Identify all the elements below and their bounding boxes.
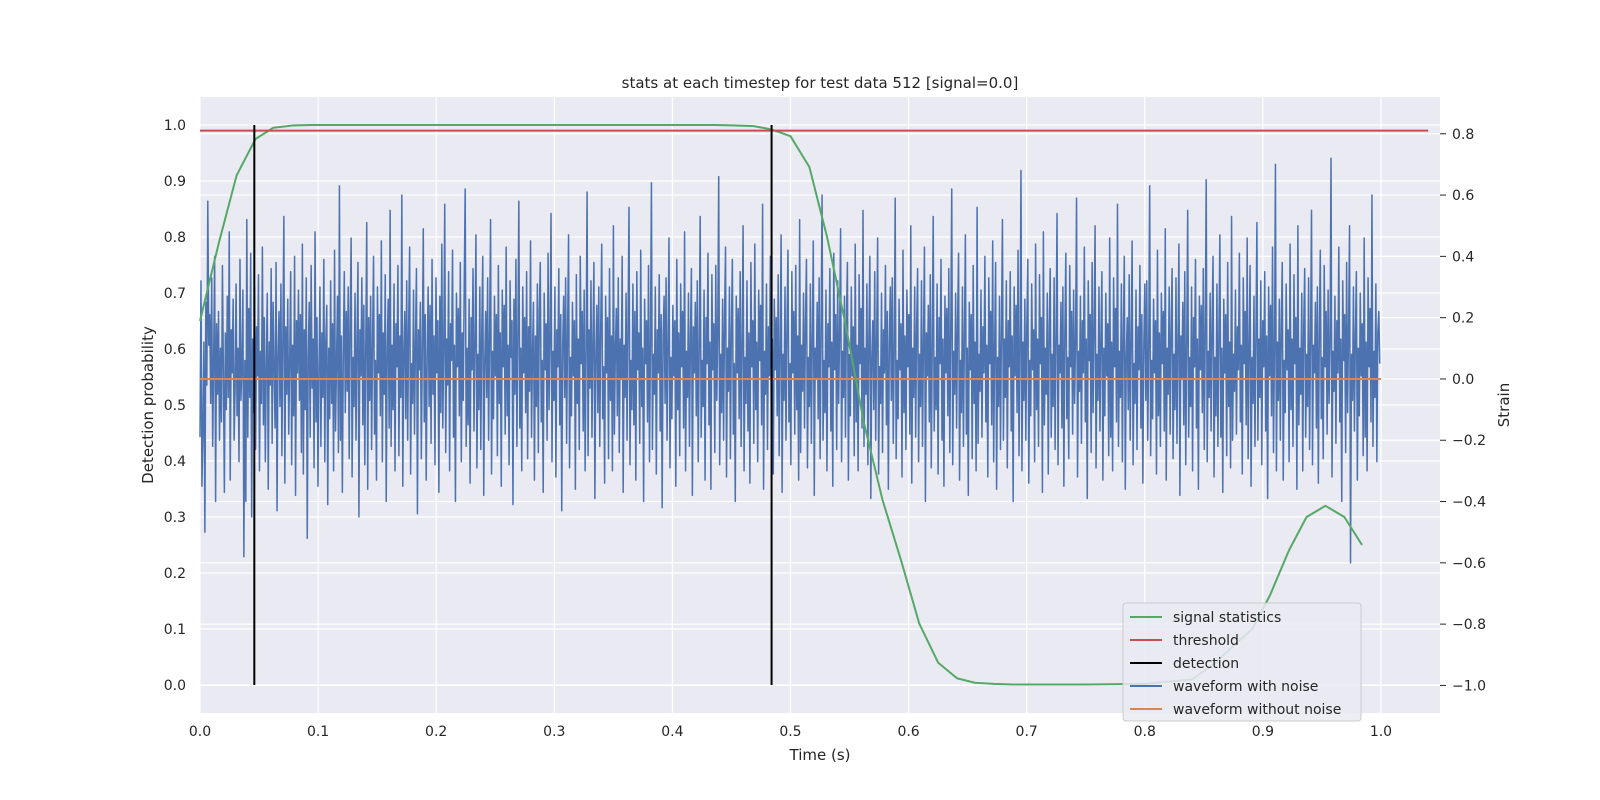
y-tick-label: 0.6 [164, 342, 186, 358]
y2-tick-label: −1.0 [1452, 678, 1486, 694]
y2-tick-label: 0.4 [1452, 249, 1474, 265]
y-tick-label: 0.8 [164, 230, 186, 246]
y-tick-label: 0.9 [164, 174, 186, 190]
legend-item-waveform-without-noise: waveform without noise [1130, 702, 1341, 718]
x-tick-label: 0.1 [307, 724, 329, 740]
x-axis-ticks: 0.0 0.1 0.2 0.3 0.4 0.5 0.6 0.7 0.8 0.9 1.0 [189, 724, 1392, 740]
y-tick-label: 0.7 [164, 286, 186, 302]
x-tick-label: 0.3 [543, 724, 565, 740]
y2-tick-label: −0.8 [1452, 617, 1486, 633]
legend-label-waveform-without-noise: waveform without noise [1173, 702, 1341, 718]
legend-label-waveform-with-noise: waveform with noise [1173, 679, 1318, 695]
y-tick-label: 0.2 [164, 566, 186, 582]
x-tick-label: 0.7 [1016, 724, 1038, 740]
legend-label-detection: detection [1173, 656, 1239, 672]
y2-tick-label: 0.8 [1452, 127, 1474, 143]
y2-tick-label: −0.4 [1452, 495, 1486, 511]
legend-item-signal-statistics: signal statistics [1130, 610, 1281, 626]
x-tick-label: 1.0 [1370, 724, 1392, 740]
y-tick-label: 0.3 [164, 510, 186, 526]
x-tick-label: 0.0 [189, 724, 211, 740]
y2-axis-label: Strain [1495, 383, 1513, 427]
y-tick-label: 1.0 [164, 118, 186, 134]
x-tick-label: 0.4 [661, 724, 683, 740]
x-axis-label: Time (s) [789, 746, 851, 764]
y-tick-label: 0.1 [164, 622, 186, 638]
y-axis-label: Detection probability [139, 326, 157, 484]
y2-tick-label: −0.2 [1452, 433, 1486, 449]
y2-tick-label: −0.6 [1452, 556, 1486, 572]
y-tick-label: 0.0 [164, 678, 186, 694]
x-tick-label: 0.2 [425, 724, 447, 740]
y2-tick-label: 0.0 [1452, 372, 1474, 388]
legend: signal statistics threshold detection wa… [1122, 602, 1362, 722]
y2-tick-label: 0.6 [1452, 188, 1474, 204]
y-tick-label: 0.4 [164, 454, 186, 470]
x-tick-label: 0.9 [1252, 724, 1274, 740]
waveform-with-noise-line [199, 157, 1381, 564]
series-waveform-with-noise [199, 157, 1381, 564]
legend-label-signal-statistics: signal statistics [1173, 610, 1281, 626]
x-tick-label: 0.5 [779, 724, 801, 740]
legend-item-waveform-with-noise: waveform with noise [1130, 679, 1318, 695]
x-tick-label: 0.6 [897, 724, 919, 740]
y-axis-ticks: 0.0 0.1 0.2 0.3 0.4 0.5 0.6 0.7 0.8 0.9 1.0 [164, 118, 186, 694]
legend-label-threshold: threshold [1173, 633, 1239, 649]
y2-axis-ticks: −1.0 −0.8 −0.6 −0.4 −0.2 0.0 0.2 0.4 0.6 0.8 [1440, 127, 1486, 694]
legend-item-threshold: threshold [1130, 633, 1239, 649]
y2-tick-label: 0.2 [1452, 311, 1474, 327]
chart-title: stats at each timestep for test data 512… [622, 74, 1019, 92]
series-detection [253, 125, 773, 685]
legend-box [1122, 602, 1362, 722]
legend-item-detection: detection [1130, 656, 1239, 672]
x-tick-label: 0.8 [1134, 724, 1156, 740]
y-tick-label: 0.5 [164, 398, 186, 414]
